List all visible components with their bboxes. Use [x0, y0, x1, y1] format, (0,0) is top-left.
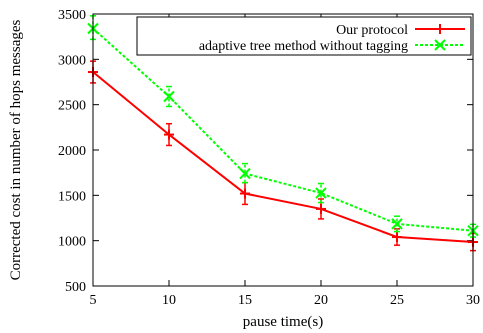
plot-frame	[92, 13, 474, 287]
y-tick-label: 2000	[58, 144, 86, 159]
y-tick-label: 3000	[58, 53, 86, 68]
x-tick-label: 15	[238, 293, 252, 308]
x-tick-label: 20	[314, 293, 328, 308]
y-tick-label: 3500	[58, 8, 86, 23]
y-tick-label: 2500	[58, 99, 86, 114]
data-point-b	[391, 218, 403, 230]
x-tick-label: 5	[90, 293, 97, 308]
y-tick-label: 500	[65, 280, 86, 295]
x-axis-label: pause time(s)	[243, 314, 323, 330]
data-point-b	[239, 167, 251, 180]
legend-marker-b	[434, 39, 446, 51]
y-tick-label: 1000	[58, 235, 86, 250]
series-line	[92, 71, 474, 244]
x-tick-label: 25	[390, 293, 404, 308]
x-tick-label: 30	[466, 293, 480, 308]
data-point-b	[315, 187, 327, 199]
y-tick-label: 1500	[58, 189, 86, 204]
legend-box	[136, 16, 472, 56]
legend-label: Our protocol	[336, 23, 408, 38]
series-0	[88, 60, 478, 252]
legend-label: adaptive tree method without tagging	[199, 39, 408, 54]
x-tick-label: 10	[162, 293, 176, 308]
y-axis-label: Corrected cost in number of hops message…	[8, 19, 24, 280]
data-point-b	[163, 90, 175, 103]
